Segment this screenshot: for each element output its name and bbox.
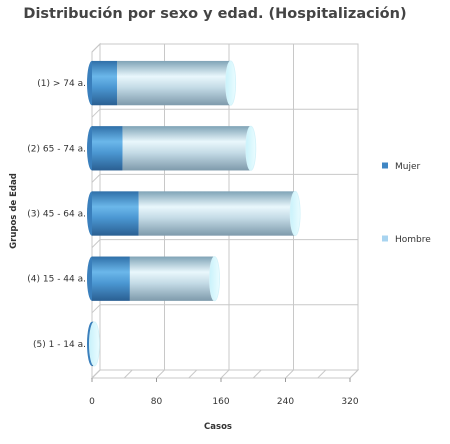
bar-group bbox=[87, 60, 237, 106]
legend: Mujer Hombre bbox=[382, 162, 431, 245]
bar-hombre bbox=[116, 60, 231, 106]
x-tick-label: 240 bbox=[277, 397, 294, 407]
left-wall-gridline bbox=[91, 304, 101, 314]
floor-gridline-minor bbox=[123, 369, 133, 379]
floor-gridline-minor bbox=[252, 369, 262, 379]
bar-end-cap bbox=[289, 190, 301, 237]
legend-swatch-mujer bbox=[382, 162, 388, 169]
floor-gridline bbox=[220, 369, 230, 379]
legend-swatch-hombre bbox=[382, 235, 388, 242]
x-tick-label: 160 bbox=[212, 397, 229, 407]
x-tick-label: 0 bbox=[89, 397, 95, 407]
y-category-label: (1) > 74 a. bbox=[37, 79, 86, 89]
floor-gridline-minor bbox=[317, 369, 327, 379]
bar-end-cap bbox=[245, 125, 257, 171]
floor-gridline-minor bbox=[188, 369, 198, 379]
bar-mujer bbox=[92, 256, 130, 301]
bars bbox=[87, 60, 301, 367]
legend-label-mujer: Mujer bbox=[395, 162, 421, 172]
floor-gridline bbox=[285, 369, 294, 379]
x-tick-label: 320 bbox=[341, 397, 358, 407]
y-category-label: (5) 1 - 14 a. bbox=[33, 340, 86, 350]
left-wall-gridline bbox=[91, 108, 101, 118]
bar-mujer bbox=[92, 191, 139, 236]
bar-hombre bbox=[138, 191, 296, 236]
floor-gridline bbox=[156, 369, 165, 379]
bar-group bbox=[87, 125, 257, 171]
left-wall-gridline bbox=[91, 43, 101, 53]
bar-end-cap bbox=[225, 60, 237, 106]
left-wall-gridline bbox=[91, 369, 101, 379]
x-axis-label: Casos bbox=[204, 422, 232, 432]
y-category-label: (2) 65 - 74 a. bbox=[27, 144, 86, 154]
chart-title: Distribución por sexo y edad. (Hospitali… bbox=[23, 6, 407, 22]
y-category-labels: (1) > 74 a. (2) 65 - 74 a. (3) 45 - 64 a. (… bbox=[27, 79, 86, 350]
bar-end-cap bbox=[89, 321, 100, 367]
bar-hombre bbox=[129, 256, 215, 301]
legend-label-hombre: Hombre bbox=[395, 235, 431, 245]
left-wall-gridline bbox=[91, 239, 101, 248]
floor-gridline bbox=[349, 369, 359, 379]
y-category-label: (4) 15 - 44 a. bbox=[27, 275, 86, 285]
x-ticks: 0 80 160 240 320 bbox=[89, 378, 359, 407]
bar-mujer bbox=[92, 60, 117, 106]
bar-group bbox=[87, 256, 220, 302]
y-axis-label: Grupos de Edad bbox=[9, 173, 19, 249]
bar-group bbox=[87, 321, 100, 367]
bar-mujer bbox=[92, 126, 123, 171]
left-wall-gridline bbox=[91, 174, 101, 183]
bar-group bbox=[87, 190, 301, 237]
x-tick-label: 80 bbox=[151, 397, 163, 407]
bar-end-cap bbox=[209, 256, 220, 302]
bar-hombre bbox=[122, 126, 251, 171]
y-category-label: (3) 45 - 64 a. bbox=[27, 210, 86, 220]
